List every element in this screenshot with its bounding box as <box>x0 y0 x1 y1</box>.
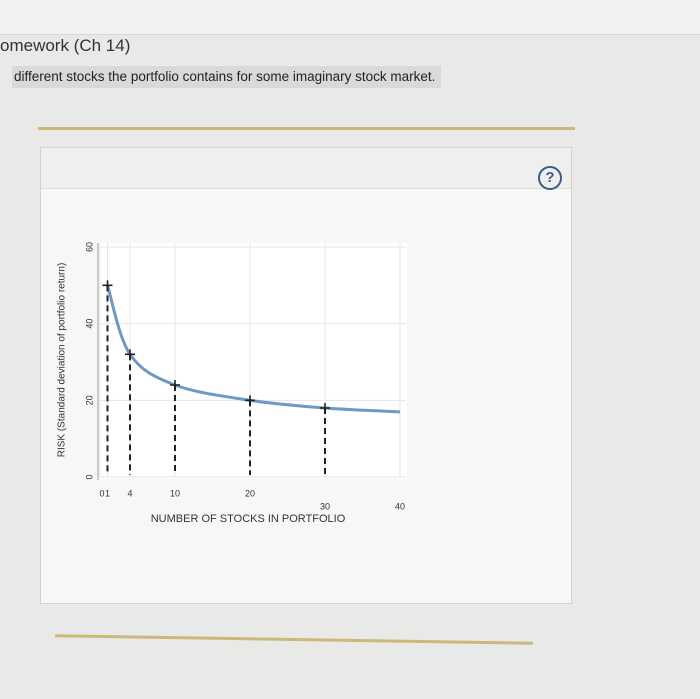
point-marker <box>170 380 180 390</box>
y-tick-label: 40 <box>84 319 94 329</box>
y-axis-label: RISK (Standard deviation of portfolio re… <box>57 263 68 458</box>
point-marker <box>320 403 330 413</box>
point-marker <box>125 349 135 360</box>
y-tick-label: 60 <box>84 242 94 252</box>
x-tick-label: 4 <box>127 488 132 498</box>
x-tick-label: 20 <box>245 488 255 498</box>
top-bar <box>0 0 700 35</box>
plot-area <box>98 243 407 479</box>
help-button[interactable]: ? <box>538 166 562 190</box>
divider <box>38 127 575 130</box>
point-marker <box>245 395 255 406</box>
panel-header <box>41 148 571 189</box>
y-tick-label: 0 <box>84 474 94 479</box>
risk-curve <box>106 284 401 414</box>
y-tick-label: 20 <box>84 395 94 405</box>
x-axis-label: NUMBER OF STOCKS IN PORTFOLIO <box>151 513 346 525</box>
x-tick-label: 1 <box>105 488 110 498</box>
question-text: different stocks the portfolio contains … <box>12 66 442 88</box>
x-tick-label: 30 <box>320 501 330 511</box>
x-tick-label: 0 <box>99 488 104 498</box>
point-marker <box>102 280 113 291</box>
x-tick-label: 10 <box>170 488 180 498</box>
page-title: omework (Ch 14) <box>0 36 131 55</box>
x-tick-label: 40 <box>395 501 405 511</box>
